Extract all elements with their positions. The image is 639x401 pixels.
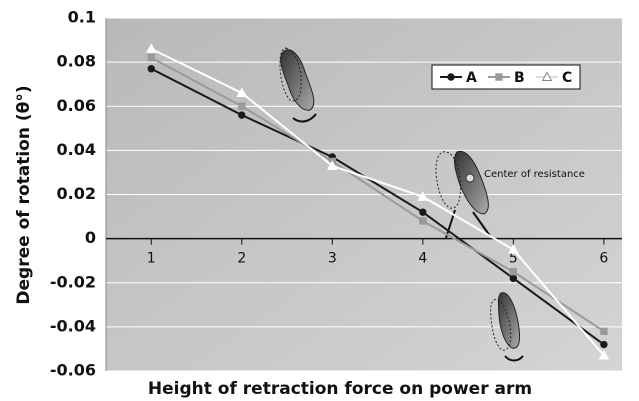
y-tick-label: -0.04 — [50, 316, 96, 335]
marker — [148, 55, 154, 61]
y-tick-label: 0.08 — [57, 52, 96, 71]
x-tick-label: 1 — [147, 251, 156, 267]
y-tick-label: 0.04 — [57, 140, 96, 159]
legend-label: A — [466, 70, 477, 86]
x-tick-label: 6 — [599, 251, 608, 267]
marker — [448, 74, 454, 80]
marker — [496, 74, 502, 80]
y-axis-title: Degree of rotation (θ°) — [14, 85, 34, 304]
marker — [148, 66, 154, 72]
marker — [239, 103, 245, 109]
legend-label: B — [514, 70, 525, 86]
marker — [510, 275, 516, 281]
marker — [239, 112, 245, 118]
y-tick-label: 0.1 — [68, 8, 96, 27]
chart: Height of retraction force on power arm … — [0, 0, 639, 401]
marker — [420, 209, 426, 215]
marker — [601, 328, 607, 334]
y-tick-label: -0.06 — [50, 361, 96, 380]
marker — [420, 218, 426, 224]
y-tick-label: 0.06 — [57, 96, 96, 115]
x-tick-label: 4 — [418, 251, 427, 267]
legend-label: C — [562, 70, 572, 86]
y-tick-label: 0 — [85, 228, 96, 247]
y-tick-label: 0.02 — [57, 184, 96, 203]
y-tick-label: -0.02 — [50, 272, 96, 291]
marker — [601, 341, 607, 347]
marker — [510, 269, 516, 275]
annotation: Center of resistance — [484, 169, 585, 180]
x-tick-label: 2 — [237, 251, 246, 267]
x-axis-title: Height of retraction force on power arm — [148, 379, 532, 399]
x-tick-label: 3 — [328, 251, 337, 267]
